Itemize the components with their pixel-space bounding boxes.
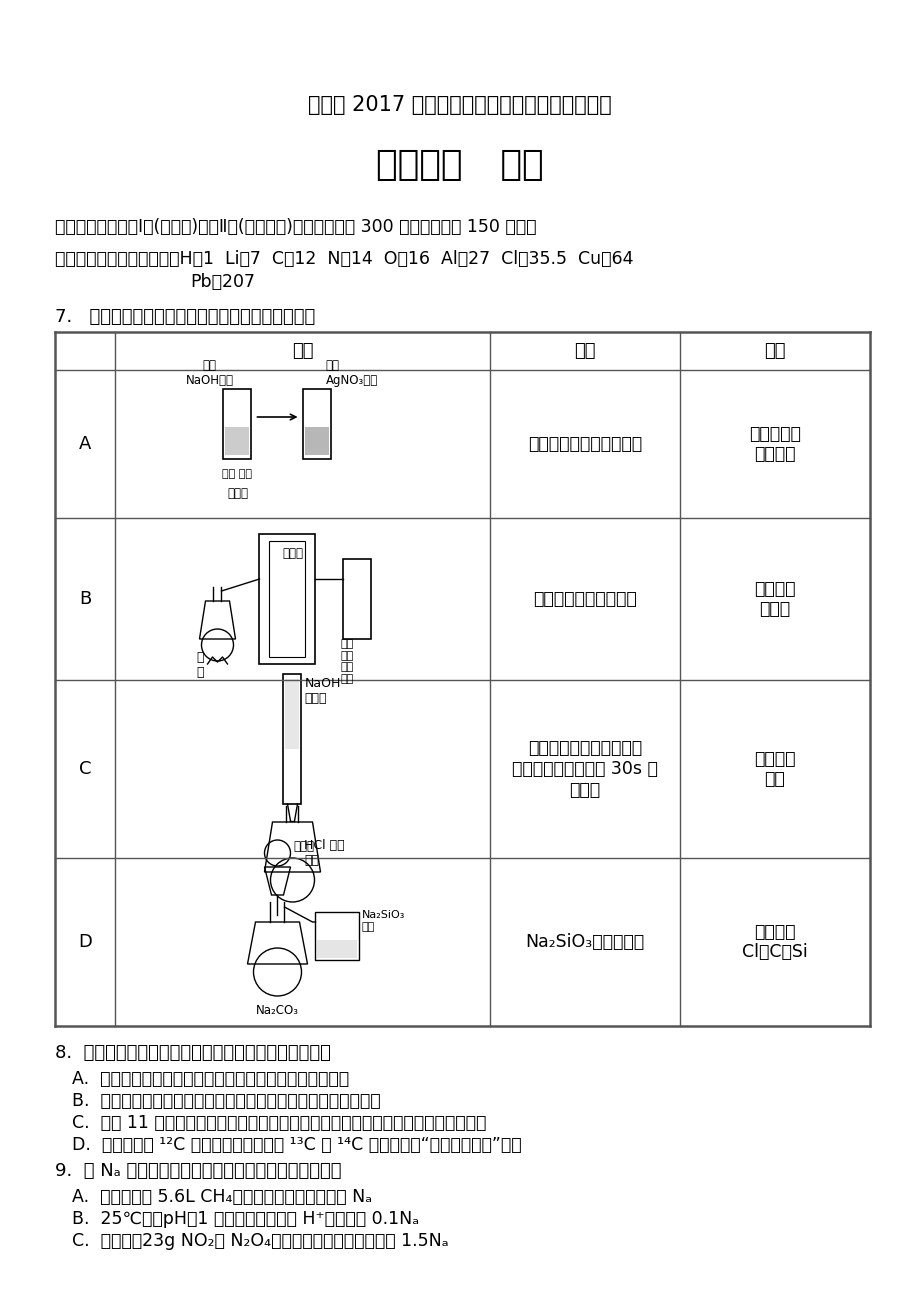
Bar [303, 389, 331, 460]
Text: 7.   下列实验操作、现象所对应的相关结论正确的是: 7. 下列实验操作、现象所对应的相关结论正确的是 [55, 309, 315, 326]
Bar [343, 559, 371, 639]
Text: 最后试管中出现白色沉淠: 最后试管中出现白色沉淠 [528, 435, 641, 453]
Text: D.  尽量使用含 ¹²C 的产品，减少使用含 ¹³C 或 ¹⁴C 的产品符合“促进低碳经济”宗旨: D. 尽量使用含 ¹²C 的产品，减少使用含 ¹³C 或 ¹⁴C 的产品符合“促… [72, 1137, 521, 1154]
Text: 理科综合   化学: 理科综合 化学 [376, 148, 543, 182]
Bar [269, 542, 305, 658]
Text: D: D [78, 934, 92, 950]
Text: 有机物: 有机物 [227, 487, 248, 500]
Bar [283, 674, 301, 805]
Bar [225, 427, 249, 454]
Text: 现象: 现象 [573, 342, 596, 359]
Text: Na₂SiO₃溶液变浑濑: Na₂SiO₃溶液变浑濑 [525, 934, 644, 950]
Text: 8.  化学与生产、生活息息相关，下列有关说法正确的是: 8. 化学与生产、生活息息相关，下列有关说法正确的是 [55, 1044, 331, 1062]
Bar [285, 680, 300, 749]
Text: Na₂CO₃: Na₂CO₃ [255, 1004, 299, 1017]
Bar [305, 427, 329, 454]
Text: 最后一滴标准液使酵酸由
无色变为浅红色，且 30s 内
不褂色: 最后一滴标准液使酵酸由 无色变为浅红色，且 30s 内 不褂色 [512, 740, 657, 799]
Text: 浓硫酸: 浓硫酸 [282, 547, 303, 560]
Text: Na₂SiO₃
溶液: Na₂SiO₃ 溶液 [361, 910, 404, 932]
Text: C.  常温下，23g NO₂和 N₂O₄混合气体中所含原子总数为 1.5Nₐ: C. 常温下，23g NO₂和 N₂O₄混合气体中所含原子总数为 1.5Nₐ [72, 1232, 448, 1250]
Text: 滴定达到
终点: 滴定达到 终点 [754, 750, 795, 789]
Text: 说明：本试卷分第Ⅰ卷(选择题)和第Ⅱ卷(非选择题)两部分。满分 300 分，考试时间 150 分钟。: 说明：本试卷分第Ⅰ卷(选择题)和第Ⅱ卷(非选择题)两部分。满分 300 分，考试… [55, 217, 536, 236]
Text: 稀盐酸: 稀盐酸 [293, 841, 314, 854]
Text: 煮永 冷却: 煮永 冷却 [222, 469, 252, 479]
Text: B.  汽车尾气污染物中含有氮的氧化物，是汽油不完全燃烧造成的: B. 汽车尾气污染物中含有氮的氧化物，是汽油不完全燃烧造成的 [72, 1092, 380, 1111]
Text: A.  标准状况下 5.6L CH₄含有的共用电子对数目为 Nₐ: A. 标准状况下 5.6L CH₄含有的共用电子对数目为 Nₐ [72, 1187, 371, 1206]
Text: 可能用到的相对原子质量：H－1  Li－7  C－12  N－14  O－16  Al－27  Cl－35.5  Cu－64: 可能用到的相对原子质量：H－1 Li－7 C－12 N－14 O－16 Al－2… [55, 250, 633, 268]
Text: B.  25℃时，pH＝1 的硫酸溶液中含有 H⁺的数目为 0.1Nₐ: B. 25℃时，pH＝1 的硫酸溶液中含有 H⁺的数目为 0.1Nₐ [72, 1210, 419, 1228]
Text: A.  树林晨曦中见到的缕缕阳光，是丁达尔效应效应造成的: A. 树林晨曦中见到的缕缕阳光，是丁达尔效应效应造成的 [72, 1070, 348, 1088]
Text: 浓硫酸有
吸水性: 浓硫酸有 吸水性 [754, 579, 795, 618]
Bar [259, 534, 315, 664]
Text: A: A [79, 435, 91, 453]
Text: 酸性
高锡
酸钔
溶液: 酸性 高锡 酸钔 溶液 [341, 639, 354, 684]
Text: Pb－207: Pb－207 [190, 273, 255, 292]
Text: 有机物中含
有氯原子: 有机物中含 有氯原子 [748, 424, 800, 464]
Text: 酸性高锡酸钔溶液褂色: 酸性高锡酸钔溶液褂色 [532, 590, 636, 608]
Text: B: B [79, 590, 91, 608]
Text: NaOH
标准液: NaOH 标准液 [304, 677, 341, 704]
Text: 滴入
NaOH溶液: 滴入 NaOH溶液 [186, 359, 233, 387]
Text: 蒔埠市 2017 届高三年级第三次教学质量检查考试: 蒔埠市 2017 届高三年级第三次教学质量检查考试 [308, 95, 611, 115]
Text: C: C [79, 760, 91, 779]
Text: 滴入
AgNO₃溶液: 滴入 AgNO₃溶液 [325, 359, 378, 387]
Bar [315, 911, 359, 960]
Text: 结论: 结论 [764, 342, 785, 359]
Text: 9.  设 Nₐ 为阿伏加德罗常数的値。下列说法不正确的是: 9. 设 Nₐ 为阿伏加德罗常数的値。下列说法不正确的是 [55, 1161, 341, 1180]
Text: 蕲
糖: 蕲 糖 [196, 651, 203, 680]
Text: 实验: 实验 [291, 342, 312, 359]
Text: HCl 溶液
酵酸: HCl 溶液 酵酸 [304, 838, 345, 867]
Bar [223, 389, 251, 460]
Text: 非金属性
Cl＞C＞Si: 非金属性 Cl＞C＞Si [742, 923, 807, 961]
Text: C.  神舟 11 号飞船所用太阳能电池板可将光能转换为电能，所用转换材料是二氧化硯: C. 神舟 11 号飞船所用太阳能电池板可将光能转换为电能，所用转换材料是二氧化… [72, 1115, 486, 1131]
Bar [317, 940, 357, 958]
